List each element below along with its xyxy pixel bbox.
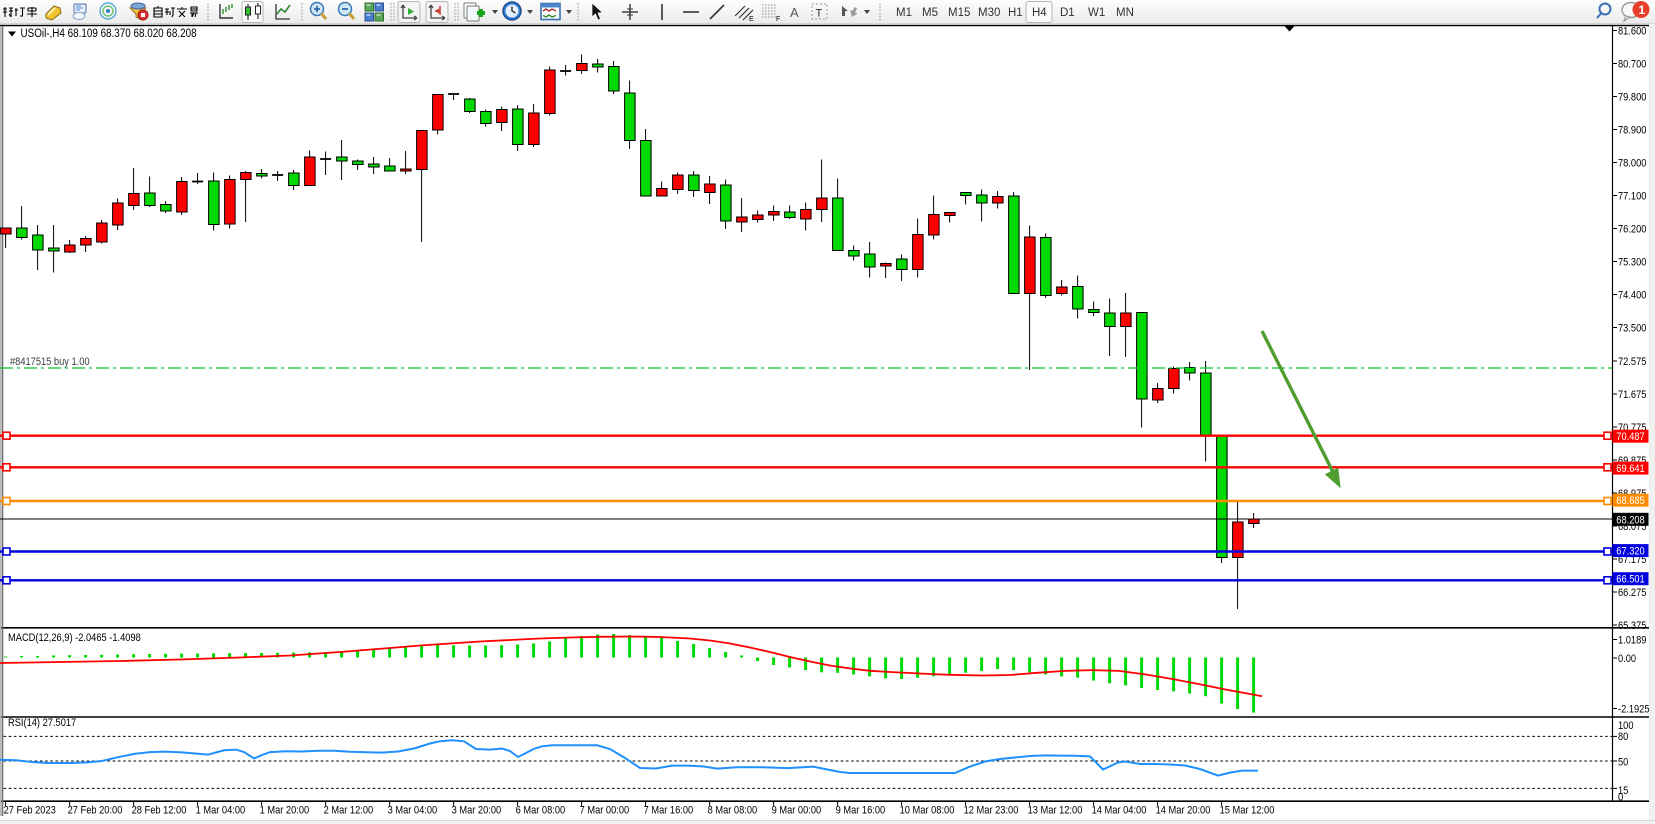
svg-text:USOil-,H4 68.109 68.370 68.02: USOil-,H4 68.109 68.370 68.020 68.208 <box>21 28 197 40</box>
svg-text:14 Mar 04:00: 14 Mar 04:00 <box>1092 805 1147 817</box>
svg-text:28 Feb 12:00: 28 Feb 12:00 <box>132 805 187 817</box>
svg-text:12 Mar 23:00: 12 Mar 23:00 <box>964 805 1019 817</box>
svg-text:W1: W1 <box>1088 7 1105 19</box>
svg-text:3 Mar 20:00: 3 Mar 20:00 <box>452 805 502 817</box>
svg-text:MN: MN <box>1116 7 1134 19</box>
svg-text:69.641: 69.641 <box>1616 463 1644 475</box>
svg-text:15: 15 <box>1618 785 1628 797</box>
svg-text:3 Mar 04:00: 3 Mar 04:00 <box>388 805 438 817</box>
svg-text:7 Mar 16:00: 7 Mar 16:00 <box>644 805 694 817</box>
svg-text:68.685: 68.685 <box>1616 495 1644 507</box>
svg-text:E: E <box>749 16 754 23</box>
svg-text:RSI(14) 27.5017: RSI(14) 27.5017 <box>8 717 76 729</box>
svg-text:MACD(12,26,9) -2.0465 -1.4098: MACD(12,26,9) -2.0465 -1.4098 <box>8 632 141 644</box>
svg-text:13 Mar 12:00: 13 Mar 12:00 <box>1028 805 1083 817</box>
svg-text:D1: D1 <box>1060 7 1075 19</box>
svg-text:74.400: 74.400 <box>1618 290 1646 302</box>
svg-text:81.600: 81.600 <box>1618 26 1646 38</box>
svg-text:9 Mar 16:00: 9 Mar 16:00 <box>836 805 886 817</box>
svg-text:7 Mar 00:00: 7 Mar 00:00 <box>580 805 630 817</box>
svg-text:0.00: 0.00 <box>1618 653 1636 665</box>
svg-text:F: F <box>776 16 780 23</box>
svg-text:68.208: 68.208 <box>1616 514 1644 526</box>
svg-text:M5: M5 <box>922 7 938 19</box>
svg-text:9 Mar 00:00: 9 Mar 00:00 <box>772 805 822 817</box>
svg-text:66.275: 66.275 <box>1618 587 1646 599</box>
svg-text:77.100: 77.100 <box>1618 191 1646 203</box>
svg-text:H1: H1 <box>1008 7 1023 19</box>
svg-text:0: 0 <box>1618 792 1623 804</box>
svg-text:6 Mar 08:00: 6 Mar 08:00 <box>516 805 566 817</box>
svg-text:80.700: 80.700 <box>1618 59 1646 71</box>
svg-text:75.300: 75.300 <box>1618 257 1646 269</box>
svg-text:66.501: 66.501 <box>1616 574 1644 586</box>
svg-text:78.000: 78.000 <box>1618 158 1646 170</box>
svg-text:2 Mar 12:00: 2 Mar 12:00 <box>324 805 374 817</box>
svg-text:70.487: 70.487 <box>1616 431 1644 443</box>
svg-text:#8417515 buy 1.00: #8417515 buy 1.00 <box>10 356 90 368</box>
svg-text:65.375: 65.375 <box>1618 620 1646 632</box>
svg-text:1.0189: 1.0189 <box>1618 635 1646 647</box>
svg-text:M15: M15 <box>948 7 970 19</box>
svg-text:78.900: 78.900 <box>1618 125 1646 137</box>
svg-text:27 Feb 20:00: 27 Feb 20:00 <box>68 805 123 817</box>
svg-text:100: 100 <box>1618 720 1634 732</box>
svg-text:1 Mar 20:00: 1 Mar 20:00 <box>260 805 310 817</box>
svg-text:71.675: 71.675 <box>1618 389 1646 401</box>
svg-text:67.320: 67.320 <box>1616 546 1644 558</box>
svg-text:H4: H4 <box>1032 7 1047 19</box>
svg-text:T: T <box>816 8 823 20</box>
svg-text:M30: M30 <box>978 7 1000 19</box>
svg-text:50: 50 <box>1618 757 1628 769</box>
svg-text:80: 80 <box>1618 731 1628 743</box>
svg-text:1: 1 <box>1639 3 1646 17</box>
svg-text:79.800: 79.800 <box>1618 92 1646 104</box>
svg-text:A: A <box>790 5 799 20</box>
svg-text:76.200: 76.200 <box>1618 224 1646 236</box>
svg-text:73.500: 73.500 <box>1618 323 1646 335</box>
svg-text:14 Mar 20:00: 14 Mar 20:00 <box>1156 805 1211 817</box>
svg-text:M1: M1 <box>896 7 912 19</box>
svg-text:15 Mar 12:00: 15 Mar 12:00 <box>1220 805 1275 817</box>
svg-text:72.575: 72.575 <box>1618 356 1646 368</box>
svg-text:-2.1925: -2.1925 <box>1618 704 1650 716</box>
svg-text:8 Mar 08:00: 8 Mar 08:00 <box>708 805 758 817</box>
svg-text:1 Mar 04:00: 1 Mar 04:00 <box>196 805 246 817</box>
svg-text:27 Feb 2023: 27 Feb 2023 <box>4 805 56 817</box>
svg-text:10 Mar 08:00: 10 Mar 08:00 <box>900 805 955 817</box>
